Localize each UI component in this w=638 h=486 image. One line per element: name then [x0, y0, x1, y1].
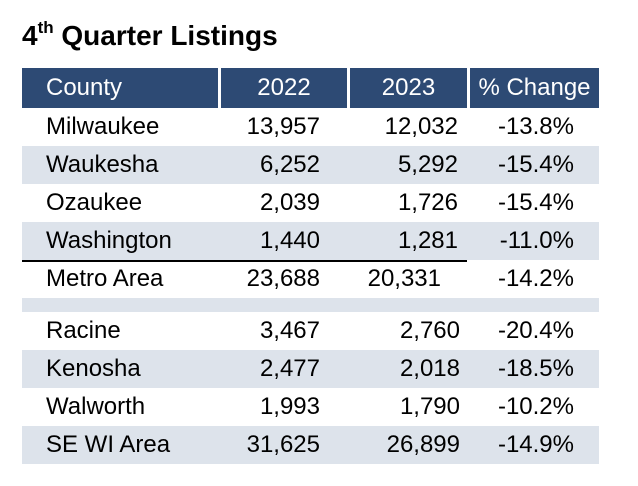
header-2022: 2022 — [221, 68, 347, 108]
pct-change-cell: -18.5% — [497, 355, 574, 382]
table-row: Waukesha 6,252 5,292 -15.4% — [22, 146, 599, 184]
value-2022-cell: 31,625 — [246, 431, 320, 458]
header-county: County — [22, 68, 218, 108]
value-2023-cell: 20,331 — [367, 265, 441, 292]
value-2022-cell: 2,039 — [259, 189, 320, 216]
listings-table: County 2022 2023 % Change Milwaukee 13,9… — [22, 68, 599, 464]
county-cell: Racine — [46, 317, 121, 344]
table-spacer — [22, 298, 599, 312]
value-2023-cell: 12,032 — [384, 113, 458, 140]
title-superscript: th — [37, 18, 54, 37]
divider-line — [22, 260, 467, 262]
value-2022-cell: 13,957 — [246, 113, 320, 140]
table-row: Washington 1,440 1,281 -11.0% — [22, 222, 599, 260]
county-cell: Ozaukee — [46, 189, 143, 216]
county-cell: SE WI Area — [46, 431, 171, 458]
title-number: 4 — [22, 20, 38, 51]
value-2022-cell: 6,252 — [259, 151, 320, 178]
value-2022-cell: 23,688 — [246, 265, 320, 292]
value-2023-cell: 26,899 — [386, 431, 460, 458]
value-2023-cell: 5,292 — [397, 151, 458, 178]
value-2023-cell: 1,281 — [397, 227, 458, 254]
value-2023-cell: 2,760 — [399, 317, 460, 344]
pct-change-cell: -15.4% — [497, 189, 574, 216]
value-2022-cell: 3,467 — [259, 317, 320, 344]
value-2023-cell: 1,790 — [399, 393, 460, 420]
pct-change-cell: -20.4% — [497, 317, 574, 344]
county-cell: Kenosha — [46, 355, 141, 382]
county-cell: Milwaukee — [46, 113, 160, 140]
table-total-row: Metro Area 23,688 20,331 -14.2% — [22, 260, 599, 298]
table-row: Walworth 1,993 1,790 -10.2% — [22, 388, 599, 426]
pct-change-cell: -14.9% — [497, 431, 574, 458]
header-pct-change: % Change — [470, 68, 599, 108]
pct-change-cell: -10.2% — [497, 393, 574, 420]
value-2022-cell: 1,993 — [259, 393, 320, 420]
value-2023-cell: 2,018 — [399, 355, 460, 382]
page-title: 4th Quarter Listings — [22, 18, 278, 52]
county-cell: Walworth — [46, 393, 146, 420]
value-2022-cell: 1,440 — [259, 227, 320, 254]
table-header-row: County 2022 2023 % Change — [22, 68, 599, 108]
pct-change-cell: -11.0% — [499, 227, 574, 254]
pct-change-cell: -15.4% — [497, 151, 574, 178]
county-cell: Metro Area — [46, 265, 164, 292]
pct-change-cell: -14.2% — [497, 265, 574, 292]
pct-change-cell: -13.8% — [497, 113, 574, 140]
value-2023-cell: 1,726 — [397, 189, 458, 216]
table-row: Kenosha 2,477 2,018 -18.5% — [22, 350, 599, 388]
header-2023: 2023 — [350, 68, 467, 108]
table-row: Ozaukee 2,039 1,726 -15.4% — [22, 184, 599, 222]
county-cell: Washington — [46, 227, 172, 254]
county-cell: Waukesha — [46, 151, 159, 178]
table-row: Racine 3,467 2,760 -20.4% — [22, 312, 599, 350]
table-total-row: SE WI Area 31,625 26,899 -14.9% — [22, 426, 599, 464]
title-text: Quarter Listings — [53, 20, 278, 51]
table-row: Milwaukee 13,957 12,032 -13.8% — [22, 108, 599, 146]
value-2022-cell: 2,477 — [259, 355, 320, 382]
